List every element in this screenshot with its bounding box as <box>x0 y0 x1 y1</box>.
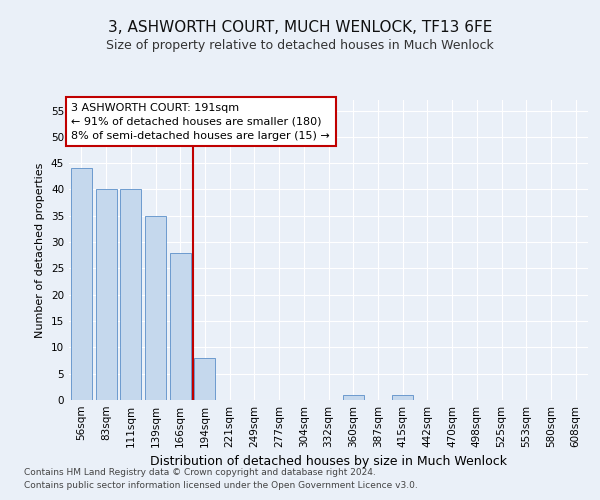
Y-axis label: Number of detached properties: Number of detached properties <box>35 162 46 338</box>
Text: Contains public sector information licensed under the Open Government Licence v3: Contains public sector information licen… <box>24 480 418 490</box>
Bar <box>343 394 364 400</box>
Bar <box>95 190 116 400</box>
Bar <box>71 168 92 400</box>
Text: 3, ASHWORTH COURT, MUCH WENLOCK, TF13 6FE: 3, ASHWORTH COURT, MUCH WENLOCK, TF13 6F… <box>108 20 492 35</box>
Text: Contains HM Land Registry data © Crown copyright and database right 2024.: Contains HM Land Registry data © Crown c… <box>24 468 376 477</box>
Bar <box>194 358 215 400</box>
Bar <box>170 252 191 400</box>
Bar <box>145 216 166 400</box>
Bar <box>392 394 413 400</box>
Text: 3 ASHWORTH COURT: 191sqm
← 91% of detached houses are smaller (180)
8% of semi-d: 3 ASHWORTH COURT: 191sqm ← 91% of detach… <box>71 102 330 141</box>
Text: Size of property relative to detached houses in Much Wenlock: Size of property relative to detached ho… <box>106 38 494 52</box>
X-axis label: Distribution of detached houses by size in Much Wenlock: Distribution of detached houses by size … <box>150 456 507 468</box>
Bar <box>120 190 141 400</box>
